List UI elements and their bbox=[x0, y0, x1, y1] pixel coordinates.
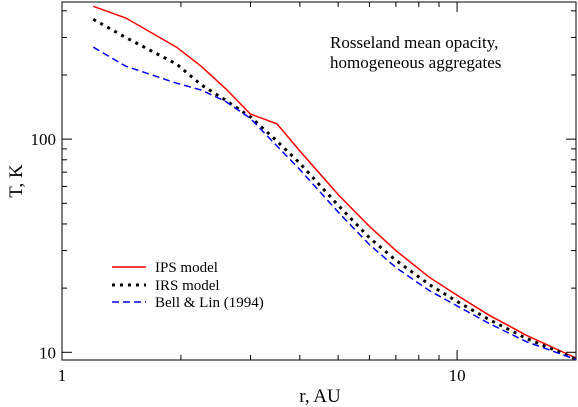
annotation-line-2: homogeneous aggregates bbox=[330, 53, 501, 72]
y-axis-label: T, K bbox=[6, 164, 27, 198]
y-tick-label: 100 bbox=[31, 130, 57, 149]
legend-label-bell-lin: Bell & Lin (1994) bbox=[155, 295, 264, 311]
annotation-line-1: Rosseland mean opacity, bbox=[330, 33, 498, 52]
legend-label-ips: IPS model bbox=[155, 260, 218, 276]
y-tick-label: 10 bbox=[39, 343, 56, 362]
series-line-1 bbox=[92, 17, 577, 361]
series-line-2 bbox=[92, 46, 577, 361]
x-tick-label: 10 bbox=[449, 366, 466, 385]
legend-label-irs: IRS model bbox=[155, 278, 220, 294]
legend: IPS model IRS model Bell & Lin (1994) bbox=[112, 260, 264, 311]
x-tick-label: 1 bbox=[58, 366, 67, 385]
x-axis-label: r, AU bbox=[299, 386, 341, 407]
plot-frame bbox=[61, 1, 577, 361]
series-lines bbox=[92, 5, 577, 361]
series-line-0 bbox=[93, 5, 577, 359]
